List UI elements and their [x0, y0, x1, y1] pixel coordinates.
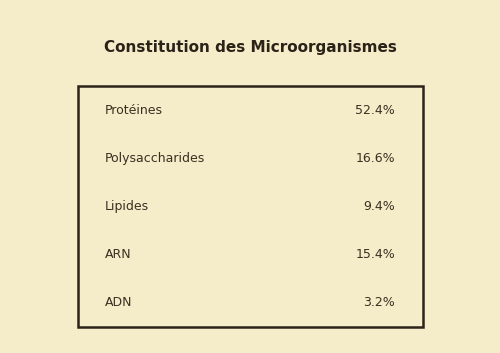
Text: Constitution des Microorganismes: Constitution des Microorganismes: [104, 40, 397, 55]
Text: 16.6%: 16.6%: [356, 152, 395, 165]
Text: Polysaccharides: Polysaccharides: [105, 152, 206, 165]
FancyBboxPatch shape: [78, 86, 422, 327]
Text: 15.4%: 15.4%: [355, 248, 395, 261]
Text: ARN: ARN: [105, 248, 132, 261]
Text: Protéines: Protéines: [105, 104, 163, 117]
Text: 52.4%: 52.4%: [355, 104, 395, 117]
Text: 9.4%: 9.4%: [363, 200, 395, 213]
Text: 3.2%: 3.2%: [363, 296, 395, 309]
Text: ADN: ADN: [105, 296, 132, 309]
Text: Lipides: Lipides: [105, 200, 149, 213]
